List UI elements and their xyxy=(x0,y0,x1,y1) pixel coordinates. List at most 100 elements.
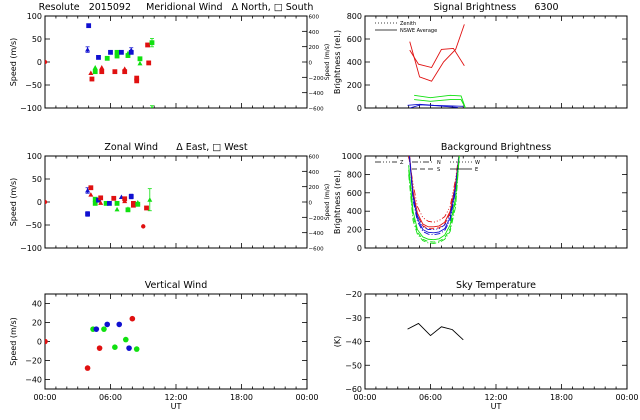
data-point-triangle xyxy=(88,70,94,76)
data-point-dot xyxy=(126,345,132,351)
series-line xyxy=(408,156,460,243)
right-y-tick-label: 0 xyxy=(309,61,313,67)
plot-area xyxy=(45,315,140,371)
y-tick-label: 600 xyxy=(347,35,362,44)
y-tick-label: 600 xyxy=(347,189,362,198)
y-axis-label: Brightness (rel.) xyxy=(333,170,342,234)
y-tick-label: −60 xyxy=(345,385,362,394)
plot-frame xyxy=(364,293,628,390)
y-tick-label: 0 xyxy=(37,58,42,67)
data-point-square xyxy=(111,195,117,201)
y-tick-label: −50 xyxy=(25,81,42,90)
legend-label: S xyxy=(437,167,440,173)
y-tick-label: 800 xyxy=(347,12,362,21)
y-tick-label: −50 xyxy=(345,361,362,370)
background-panel: Background Brightness 1000 800 600 400 200 0 Br… xyxy=(333,142,628,253)
data-point-square xyxy=(122,69,128,75)
data-point-dot xyxy=(116,321,123,328)
plot-area xyxy=(45,185,153,229)
data-point-square xyxy=(108,49,113,55)
y-tick-label: 40 xyxy=(32,300,42,309)
data-point-triangle xyxy=(99,65,105,70)
plot-area xyxy=(407,322,464,341)
data-point-square xyxy=(125,53,131,58)
data-point-square xyxy=(125,207,131,213)
y-axis-label: Brightness (rel.) xyxy=(333,30,342,94)
data-point-dot xyxy=(45,199,48,205)
right-y-tick-label: −400 xyxy=(309,231,325,237)
y-tick-label: 0 xyxy=(357,104,362,113)
x-tick-label: 12:00 xyxy=(164,393,187,402)
data-point-square xyxy=(137,56,143,62)
data-point-square xyxy=(114,53,120,59)
data-point-dot xyxy=(141,224,146,229)
data-point-dot xyxy=(112,344,118,351)
data-point-dot xyxy=(93,326,100,332)
series-line xyxy=(409,156,460,234)
data-point-square xyxy=(114,200,120,206)
data-point-triangle xyxy=(147,197,153,202)
plot-frame xyxy=(364,15,628,109)
series-line xyxy=(409,156,460,231)
plot-area xyxy=(45,23,155,108)
data-point-dot xyxy=(45,59,48,65)
y-tick-label: −20 xyxy=(345,290,362,299)
y-tick-label: 50 xyxy=(32,175,42,184)
data-point-dot xyxy=(101,326,107,332)
data-point-square xyxy=(107,200,112,206)
data-point-square xyxy=(98,195,104,201)
data-point-square xyxy=(131,202,136,208)
series-line xyxy=(409,156,460,230)
skytemp-panel: Sky Temperature 00:00 06:00 12:00 18:00 00:00… xyxy=(333,280,639,411)
y-tick-label: −100 xyxy=(20,104,42,113)
data-point-triangle xyxy=(92,65,98,70)
data-point-dot xyxy=(129,315,136,322)
data-point-square xyxy=(119,49,124,55)
data-point-triangle xyxy=(88,192,94,197)
y-tick-label: −40 xyxy=(25,376,42,385)
data-point-dot xyxy=(84,365,91,371)
right-y-tick-label: −200 xyxy=(309,76,325,82)
data-point-square xyxy=(104,55,110,61)
y-tick-label: −30 xyxy=(345,314,362,323)
data-point-square xyxy=(134,75,140,81)
data-point-square xyxy=(92,200,98,206)
y-tick-label: 50 xyxy=(32,35,42,44)
plot-frame xyxy=(364,155,628,249)
right-y-tick-label: −400 xyxy=(309,91,325,97)
series-line xyxy=(414,99,466,108)
right-y-tick-label: 400 xyxy=(309,170,320,176)
data-point-square xyxy=(144,205,149,211)
series-line xyxy=(408,156,460,236)
right-y-tick-label: 200 xyxy=(309,185,320,191)
data-point-dot xyxy=(104,321,111,328)
y-tick-label: 400 xyxy=(347,207,362,216)
y-tick-label: 0 xyxy=(37,198,42,207)
right-y-tick-label: −600 xyxy=(309,107,325,113)
data-point-square xyxy=(96,55,101,60)
y-tick-label: 400 xyxy=(347,58,362,67)
legend-label: NSWE Average xyxy=(400,28,437,34)
x-tick-label: 00:00 xyxy=(353,393,376,402)
y-tick-label: 20 xyxy=(32,319,42,328)
legend-label: W xyxy=(475,160,480,166)
chart-title: Vertical Wind xyxy=(145,280,207,291)
y-axis-label: Speed (m/s) xyxy=(9,178,18,227)
x-tick-label: 00:00 xyxy=(295,393,318,402)
data-point-triangle xyxy=(122,198,128,204)
y-tick-label: 0 xyxy=(357,244,362,253)
data-point-square xyxy=(92,69,98,75)
zonal-panel: Zonal Wind Δ East, □ West 100 50 0 −50 −100 Sp… xyxy=(9,142,331,253)
series-line xyxy=(409,47,465,69)
y-tick-label: 200 xyxy=(347,81,362,90)
data-point-square xyxy=(135,201,141,207)
meridional-panel: Resolute 2015092 Meridional Wind Δ North… xyxy=(9,2,331,113)
x-tick-label: 18:00 xyxy=(230,393,253,402)
chart-title: Signal Brightness 6300 xyxy=(433,2,558,13)
y-tick-label: −50 xyxy=(25,221,42,230)
data-point-square xyxy=(88,185,94,191)
y-tick-label: −40 xyxy=(345,338,362,347)
series-line xyxy=(408,156,460,241)
data-point-square xyxy=(89,76,95,82)
